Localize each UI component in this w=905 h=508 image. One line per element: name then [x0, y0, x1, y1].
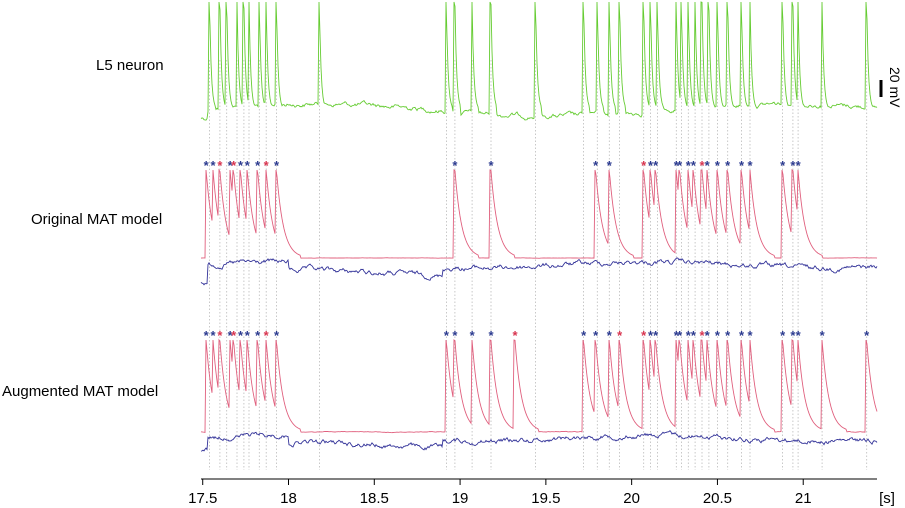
augmented-spike-marker-red: *: [699, 328, 705, 343]
original-spike-marker-blue: *: [674, 158, 680, 173]
row-label-l5-neuron: L5 neuron: [96, 57, 164, 74]
x-tick-label: 20.5: [703, 490, 732, 507]
x-tick-label: 18.5: [360, 490, 389, 507]
augmented-spike-marker-blue: *: [747, 328, 753, 343]
augmented-spike-marker-blue: *: [686, 328, 692, 343]
x-tick-label: 21: [795, 490, 812, 507]
original-membrane-trace: [200, 257, 878, 286]
augmented-spike-marker-blue: *: [452, 328, 458, 343]
augmented-spike-marker-blue: *: [820, 328, 826, 343]
augmented-spike-marker-blue: *: [780, 328, 786, 343]
augmented-spike-marker-blue: *: [677, 328, 683, 343]
original-spike-marker-blue: *: [452, 158, 458, 173]
l5-neuron-trace: [200, 1, 878, 121]
original-spike-marker-red: *: [264, 158, 270, 173]
row-label-original-mat: Original MAT model: [31, 211, 163, 228]
augmented-spike-marker-blue: *: [581, 328, 587, 343]
augmented-spike-marker-blue: *: [444, 328, 450, 343]
original-spike-marker-blue: *: [593, 158, 599, 173]
original-spike-marker-blue: *: [245, 158, 251, 173]
augmented-spike-marker-blue: *: [274, 328, 280, 343]
original-spike-marker-blue: *: [739, 158, 745, 173]
scale-bar-label: 20 mV: [887, 67, 903, 108]
original-spike-marker-blue: *: [653, 158, 659, 173]
augmented-spike-marker-red: *: [231, 328, 237, 343]
original-spike-marker-blue: *: [677, 158, 683, 173]
original-spike-marker-blue: *: [796, 158, 802, 173]
augmented-spike-marker-blue: *: [204, 328, 210, 343]
original-spike-marker-blue: *: [274, 158, 280, 173]
original-spike-marker-blue: *: [705, 158, 711, 173]
original-spike-marker-blue: *: [210, 158, 216, 173]
augmented-spike-marker-blue: *: [653, 328, 659, 343]
original-spike-marker-red: *: [231, 158, 237, 173]
x-tick-label: 19.5: [531, 490, 560, 507]
augmented-spike-marker-blue: *: [245, 328, 251, 343]
original-threshold-trace: [200, 168, 878, 259]
x-axis-unit-label: [s]: [879, 490, 895, 507]
augmented-spike-marker-blue: *: [705, 328, 711, 343]
augmented-spike-marker-blue: *: [255, 328, 261, 343]
augmented-spike-marker-blue: *: [739, 328, 745, 343]
augmented-spike-marker-blue: *: [725, 328, 731, 343]
original-spike-marker-blue: *: [790, 158, 796, 173]
augmented-spike-marker-red: *: [217, 328, 223, 343]
augmented-threshold-trace: [200, 338, 878, 434]
original-spike-marker-blue: *: [715, 158, 721, 173]
x-tick-label: 20: [623, 490, 640, 507]
augmented-spike-marker-blue: *: [796, 328, 802, 343]
augmented-spike-marker-blue: *: [674, 328, 680, 343]
augmented-spike-marker-blue: *: [488, 328, 494, 343]
augmented-spike-marker-blue: *: [648, 328, 654, 343]
augmented-spike-marker-blue: *: [607, 328, 613, 343]
augmented-spike-marker-red: *: [641, 328, 647, 343]
x-tick-label: 19: [452, 490, 469, 507]
original-spike-marker-blue: *: [780, 158, 786, 173]
augmented-spike-marker-blue: *: [790, 328, 796, 343]
augmented-spike-marker-blue: *: [470, 328, 476, 343]
original-spike-marker-red: *: [641, 158, 647, 173]
original-spike-marker-red-group: * * * * *: [217, 158, 705, 173]
original-spike-marker-blue: *: [204, 158, 210, 173]
original-spike-marker-blue: *: [648, 158, 654, 173]
augmented-spike-marker-blue: *: [238, 328, 244, 343]
original-spike-marker-blue: *: [238, 158, 244, 173]
x-tick-label: 17.5: [188, 490, 217, 507]
augmented-spike-marker-blue: *: [864, 328, 870, 343]
augmented-spike-marker-blue: *: [210, 328, 216, 343]
augmented-spike-marker-blue: *: [593, 328, 599, 343]
augmented-spike-marker-red: *: [617, 328, 623, 343]
augmented-spike-marker-blue: *: [691, 328, 697, 343]
augmented-spike-marker-red: *: [264, 328, 270, 343]
augmented-membrane-trace: [200, 430, 878, 452]
original-spike-marker-blue: *: [747, 158, 753, 173]
augmented-spike-marker-blue-group: * * * * * * * * * * * * * * * * ** * * * * * * * * * * * *: [204, 328, 871, 343]
augmented-spike-marker-blue: *: [228, 328, 234, 343]
original-spike-marker-blue-group: * * * * * * * * * * * * * ** * * * * * * * * * *: [204, 158, 802, 173]
augmented-spike-marker-red: *: [512, 328, 518, 343]
original-spike-marker-blue: *: [255, 158, 261, 173]
original-spike-marker-red: *: [217, 158, 223, 173]
row-label-augmented-mat: Augmented MAT model: [2, 383, 159, 400]
augmented-spike-marker-red-group: * * * * * * *: [217, 328, 705, 343]
x-axis-ticks: 17.5 18 18.5 19 19.5 20 20.5 21: [188, 479, 812, 507]
augmented-spike-marker-blue: *: [715, 328, 721, 343]
original-spike-marker-blue: *: [691, 158, 697, 173]
original-spike-marker-blue: *: [228, 158, 234, 173]
original-spike-marker-red: *: [699, 158, 705, 173]
x-tick-label: 18: [280, 490, 297, 507]
original-spike-marker-blue: *: [488, 158, 494, 173]
original-spike-marker-blue: *: [725, 158, 731, 173]
original-spike-marker-blue: *: [607, 158, 613, 173]
original-spike-marker-blue: *: [686, 158, 692, 173]
